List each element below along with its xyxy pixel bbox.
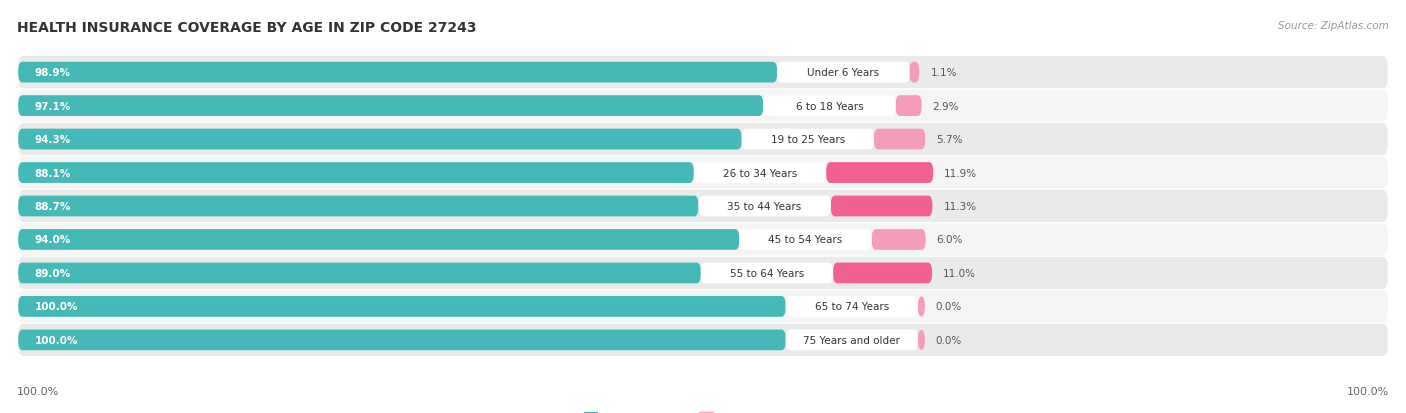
Text: Under 6 Years: Under 6 Years	[807, 68, 879, 78]
FancyBboxPatch shape	[918, 296, 925, 317]
Text: 45 to 54 Years: 45 to 54 Years	[769, 235, 842, 245]
Text: 88.1%: 88.1%	[35, 168, 70, 178]
FancyBboxPatch shape	[18, 196, 699, 217]
FancyBboxPatch shape	[786, 330, 918, 350]
FancyBboxPatch shape	[18, 90, 1388, 122]
Text: 75 Years and older: 75 Years and older	[803, 335, 900, 345]
FancyBboxPatch shape	[18, 296, 786, 317]
FancyBboxPatch shape	[700, 263, 834, 284]
FancyBboxPatch shape	[18, 224, 1388, 256]
Text: 6.0%: 6.0%	[936, 235, 963, 245]
Text: 11.9%: 11.9%	[945, 168, 977, 178]
FancyBboxPatch shape	[699, 196, 831, 217]
Text: 100.0%: 100.0%	[35, 335, 79, 345]
FancyBboxPatch shape	[18, 96, 763, 117]
FancyBboxPatch shape	[18, 129, 742, 150]
Text: 6 to 18 Years: 6 to 18 Years	[796, 101, 863, 112]
Text: 97.1%: 97.1%	[35, 101, 70, 112]
Text: 11.3%: 11.3%	[943, 202, 977, 211]
FancyBboxPatch shape	[18, 330, 786, 350]
Text: 19 to 25 Years: 19 to 25 Years	[770, 135, 845, 145]
FancyBboxPatch shape	[872, 230, 925, 250]
FancyBboxPatch shape	[875, 129, 925, 150]
Text: 98.9%: 98.9%	[35, 68, 70, 78]
FancyBboxPatch shape	[18, 257, 1388, 290]
FancyBboxPatch shape	[18, 157, 1388, 189]
Text: HEALTH INSURANCE COVERAGE BY AGE IN ZIP CODE 27243: HEALTH INSURANCE COVERAGE BY AGE IN ZIP …	[17, 21, 477, 35]
Text: 1.1%: 1.1%	[931, 68, 957, 78]
FancyBboxPatch shape	[740, 230, 872, 250]
Text: Source: ZipAtlas.com: Source: ZipAtlas.com	[1278, 21, 1389, 31]
FancyBboxPatch shape	[763, 96, 896, 117]
Text: 89.0%: 89.0%	[35, 268, 70, 278]
Text: 0.0%: 0.0%	[936, 335, 962, 345]
Text: 65 to 74 Years: 65 to 74 Years	[814, 301, 889, 312]
Text: 5.7%: 5.7%	[936, 135, 963, 145]
Text: 94.0%: 94.0%	[35, 235, 70, 245]
FancyBboxPatch shape	[18, 263, 700, 284]
Text: 0.0%: 0.0%	[936, 301, 962, 312]
FancyBboxPatch shape	[786, 296, 918, 317]
FancyBboxPatch shape	[693, 163, 827, 183]
FancyBboxPatch shape	[18, 291, 1388, 323]
Text: 35 to 44 Years: 35 to 44 Years	[727, 202, 801, 211]
FancyBboxPatch shape	[18, 163, 693, 183]
FancyBboxPatch shape	[778, 63, 910, 83]
FancyBboxPatch shape	[896, 96, 922, 117]
FancyBboxPatch shape	[18, 230, 740, 250]
Text: 100.0%: 100.0%	[35, 301, 79, 312]
Text: 2.9%: 2.9%	[932, 101, 959, 112]
FancyBboxPatch shape	[18, 57, 1388, 89]
FancyBboxPatch shape	[18, 123, 1388, 156]
Legend: With Coverage, Without Coverage: With Coverage, Without Coverage	[579, 408, 827, 413]
Text: 11.0%: 11.0%	[943, 268, 976, 278]
FancyBboxPatch shape	[834, 263, 932, 284]
FancyBboxPatch shape	[827, 163, 934, 183]
FancyBboxPatch shape	[18, 190, 1388, 223]
FancyBboxPatch shape	[910, 63, 920, 83]
Text: 94.3%: 94.3%	[35, 135, 70, 145]
FancyBboxPatch shape	[18, 63, 778, 83]
Text: 88.7%: 88.7%	[35, 202, 72, 211]
Text: 100.0%: 100.0%	[1347, 387, 1389, 396]
FancyBboxPatch shape	[918, 330, 925, 350]
FancyBboxPatch shape	[742, 129, 875, 150]
FancyBboxPatch shape	[831, 196, 932, 217]
Text: 55 to 64 Years: 55 to 64 Years	[730, 268, 804, 278]
Text: 100.0%: 100.0%	[17, 387, 59, 396]
FancyBboxPatch shape	[18, 324, 1388, 356]
Text: 26 to 34 Years: 26 to 34 Years	[723, 168, 797, 178]
